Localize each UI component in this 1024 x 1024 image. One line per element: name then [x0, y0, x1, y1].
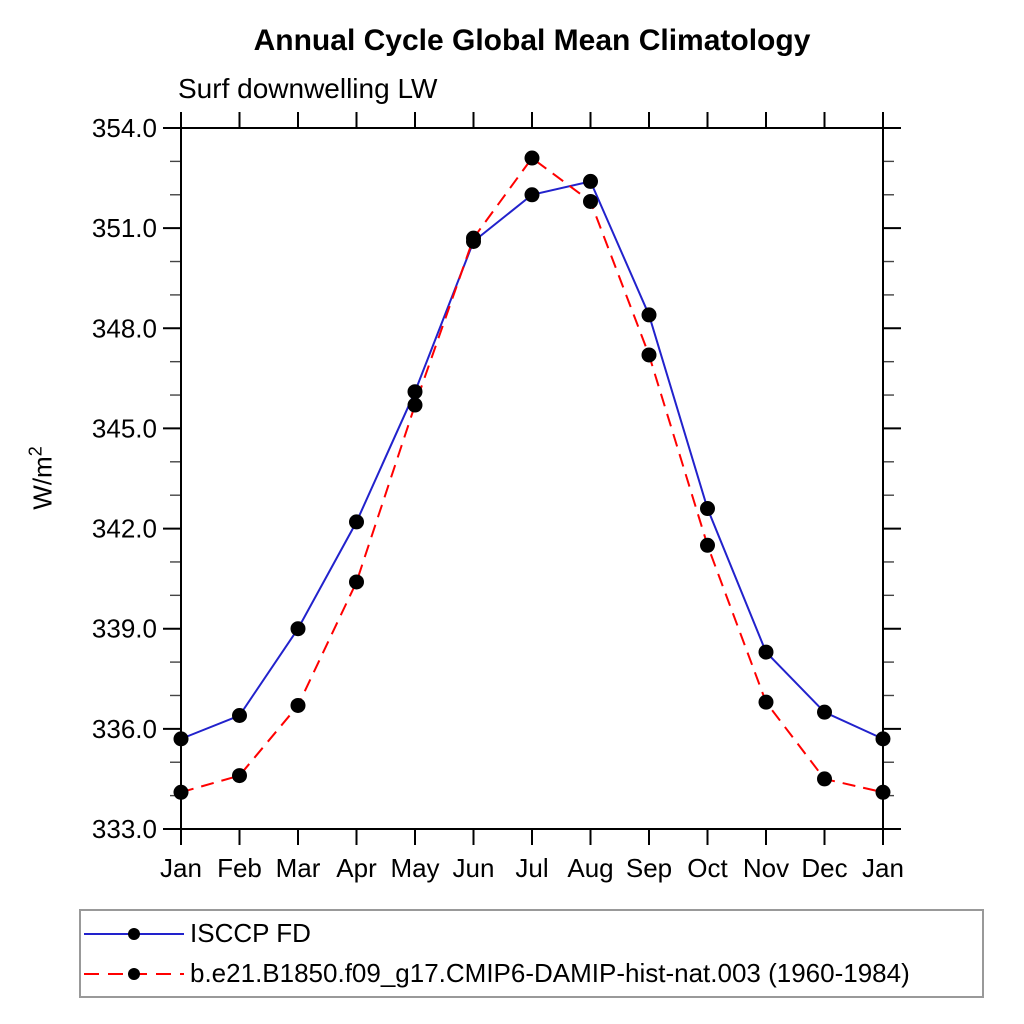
- legend-line-sample-dashed: [84, 967, 184, 980]
- y-tick-label: 345.0: [92, 413, 157, 443]
- y-tick-label: 342.0: [92, 514, 157, 544]
- y-tick-label: 354.0: [92, 113, 157, 143]
- chart-subtitle: Surf downwelling LW: [178, 73, 438, 104]
- legend-label: b.e21.B1850.f09_g17.CMIP6-DAMIP-hist-nat…: [190, 958, 910, 988]
- legend-marker-dot-icon: [128, 927, 140, 940]
- data-point-1: [173, 784, 189, 800]
- data-point-1: [290, 697, 306, 713]
- legend: ISCCP FD b.e21.B1850.f09_g17.CMIP6-DAMIP…: [79, 909, 984, 998]
- data-point-0: [407, 384, 423, 400]
- legend-line-sample-solid: [84, 927, 184, 940]
- data-point-0: [173, 731, 189, 747]
- data-point-1: [524, 150, 540, 166]
- x-tick-label: Mar: [276, 853, 321, 883]
- legend-item-model-run: b.e21.B1850.f09_g17.CMIP6-DAMIP-hist-nat…: [81, 954, 982, 994]
- plot-frame: [180, 127, 884, 830]
- series-line-0: [180, 180, 884, 740]
- legend-marker-dot-icon: [128, 967, 140, 980]
- data-point-1: [407, 397, 423, 413]
- series-line-1: [180, 156, 884, 794]
- data-point-1: [758, 694, 774, 710]
- y-tick-label: 351.0: [92, 213, 157, 243]
- x-tick-label: Dec: [801, 853, 847, 883]
- data-point-0: [290, 621, 306, 637]
- x-tick-label: Jun: [453, 853, 495, 883]
- x-tick-label: Aug: [567, 853, 613, 883]
- data-point-0: [349, 514, 364, 530]
- y-tick-label: 339.0: [92, 614, 157, 644]
- data-point-0: [817, 704, 832, 720]
- y-tick-label: 348.0: [92, 313, 157, 343]
- legend-item-isccp-fd: ISCCP FD: [81, 914, 982, 954]
- x-tick-label: Nov: [743, 853, 789, 883]
- data-point-1: [466, 230, 481, 246]
- data-point-0: [583, 173, 598, 189]
- x-tick-label: Feb: [217, 853, 262, 883]
- data-point-1: [232, 768, 247, 784]
- data-point-1: [349, 574, 364, 590]
- data-point-1: [817, 771, 832, 787]
- x-tick-label: Jan: [160, 853, 202, 883]
- y-tick-label: 336.0: [92, 714, 157, 744]
- x-tick-label: Jul: [515, 853, 548, 883]
- data-point-0: [641, 307, 657, 323]
- data-point-1: [875, 784, 891, 800]
- data-point-1: [700, 537, 715, 553]
- chart-title: Annual Cycle Global Mean Climatology: [253, 24, 811, 57]
- data-point-1: [641, 347, 657, 363]
- x-tick-label: Sep: [626, 853, 672, 883]
- data-point-0: [232, 708, 247, 724]
- x-tick-label: Apr: [336, 853, 377, 883]
- x-tick-label: Jan: [862, 853, 904, 883]
- data-point-0: [700, 501, 715, 517]
- data-point-0: [875, 731, 891, 747]
- legend-label: ISCCP FD: [190, 918, 311, 948]
- x-tick-label: May: [390, 853, 439, 883]
- x-tick-label: Oct: [687, 853, 728, 883]
- y-tick-label: 333.0: [92, 814, 157, 844]
- data-point-0: [758, 644, 774, 660]
- data-point-0: [524, 187, 540, 203]
- data-point-1: [583, 193, 598, 209]
